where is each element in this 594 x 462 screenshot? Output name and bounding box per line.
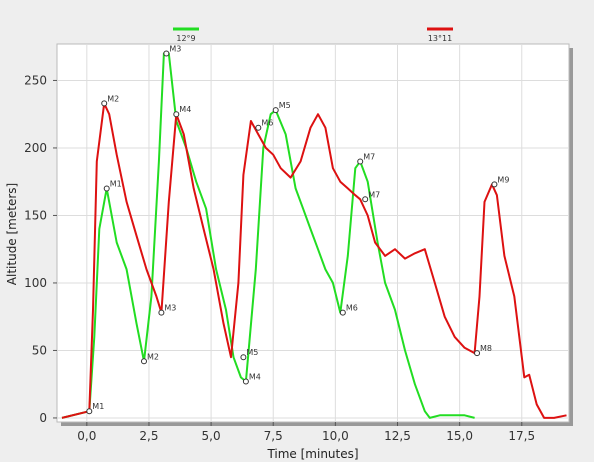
marker-label: M6: [261, 119, 273, 128]
marker-point: [242, 378, 249, 385]
y-tick-label: 150: [24, 208, 47, 222]
marker-point: [339, 309, 346, 316]
axes: 0,0 2,5 5,0 7,5 10,0 12,5 15,0 17,5 0 50 100 150 200…: [24, 73, 535, 443]
marker-label: M7: [368, 190, 380, 199]
marker-point: [357, 158, 364, 165]
legend-label: 12°9: [176, 34, 195, 43]
marker-point: [86, 408, 93, 415]
y-tick-label: 250: [24, 73, 47, 87]
marker-point: [173, 111, 180, 118]
marker-point: [158, 309, 165, 316]
x-tick-label: 12,5: [384, 429, 411, 443]
x-tick-label: 0,0: [77, 429, 96, 443]
marker-label: M3: [169, 44, 181, 53]
legend-label: 13°11: [428, 34, 452, 43]
x-tick-label: 7,5: [264, 429, 283, 443]
marker-point: [140, 358, 147, 365]
marker-label: M2: [107, 94, 119, 103]
marker-label: M2: [147, 352, 159, 361]
marker-label: M1: [92, 402, 104, 411]
x-tick-label: 2,5: [139, 429, 158, 443]
series-line-2: [61, 102, 567, 419]
marker-label: M6: [346, 304, 358, 313]
y-tick-label: 50: [32, 343, 47, 357]
legend: 12°9 13°11: [173, 27, 453, 43]
marker-point: [255, 124, 262, 131]
marker-label: M5: [246, 348, 258, 357]
marker-layer: M1 M1 M2 M2 M3 M3 M4 M4 M5 M5 M6 M6 M7 M7 M8 M9: [86, 44, 509, 415]
marker-label: M1: [110, 179, 122, 188]
marker-label: M3: [164, 304, 176, 313]
y-tick-label: 100: [24, 276, 47, 290]
marker-point: [362, 196, 369, 203]
x-axis-title: Time [minutes]: [266, 447, 358, 461]
marker-label: M4: [179, 105, 191, 114]
marker-point: [163, 50, 170, 57]
marker-label: M8: [480, 344, 492, 353]
marker-point: [491, 181, 498, 188]
marker-label: M7: [363, 152, 375, 161]
x-tick-label: 15,0: [446, 429, 473, 443]
x-tick-label: 17,5: [508, 429, 535, 443]
marker-point: [101, 100, 108, 107]
y-tick-label: 0: [39, 411, 47, 425]
marker-label: M9: [497, 175, 509, 184]
marker-label: M4: [249, 373, 261, 382]
marker-point: [474, 350, 481, 357]
marker-point: [103, 185, 110, 192]
y-tick-label: 200: [24, 141, 47, 155]
marker-label: M5: [279, 101, 291, 110]
y-axis-title: Altitude [meters]: [5, 183, 19, 285]
x-tick-label: 10,0: [322, 429, 349, 443]
marker-point: [240, 354, 247, 361]
marker-point: [272, 107, 279, 114]
x-tick-label: 5,0: [202, 429, 221, 443]
